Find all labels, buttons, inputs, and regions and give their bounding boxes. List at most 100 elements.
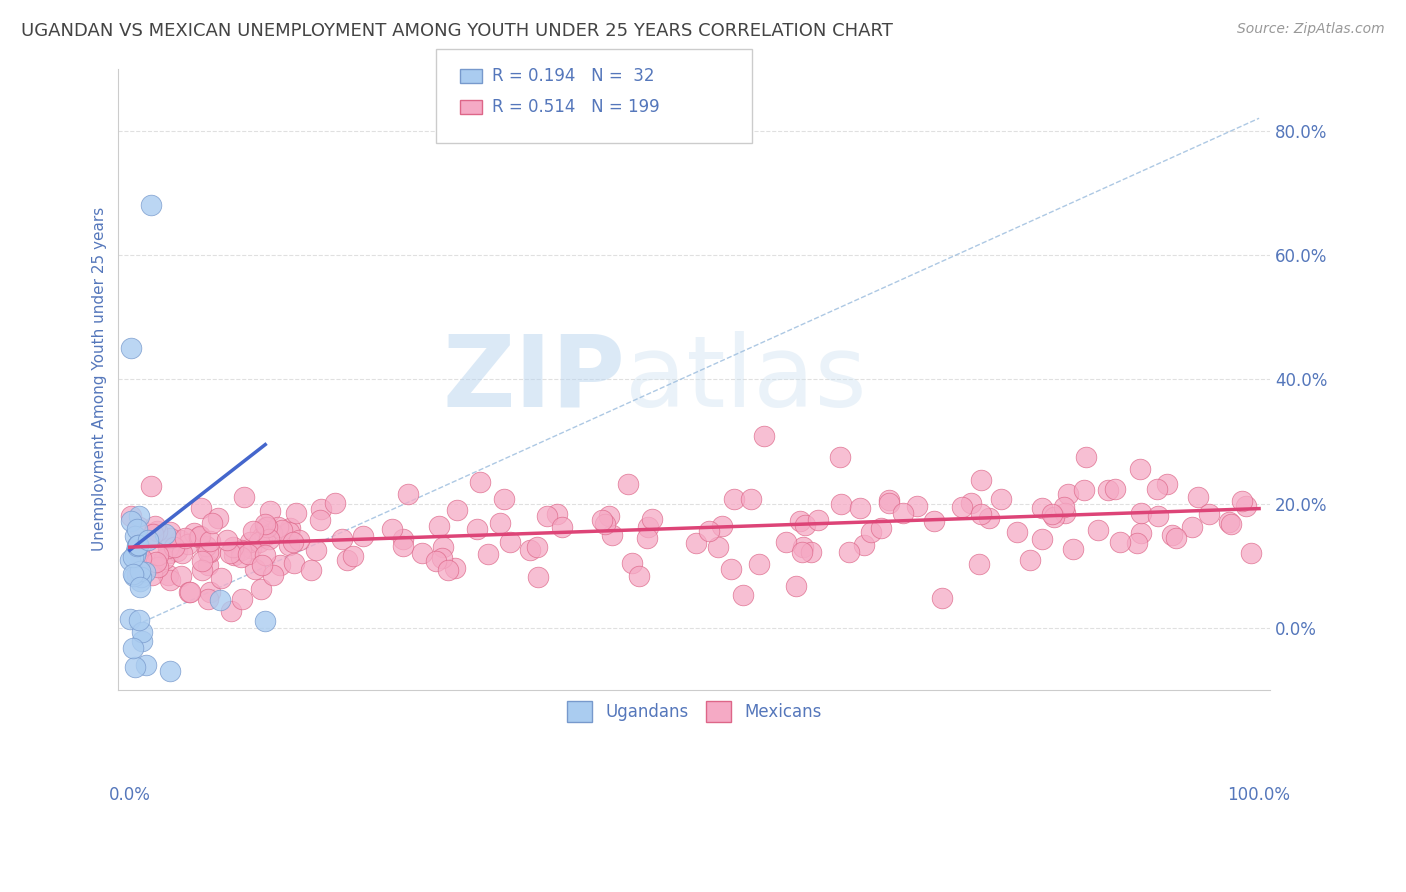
Point	[723, 492, 745, 507]
Point	[120, 341, 142, 355]
Point	[685, 536, 707, 550]
Point	[800, 545, 823, 559]
Point	[1073, 483, 1095, 497]
Point	[157, 546, 180, 560]
Point	[262, 525, 284, 540]
Point	[155, 527, 177, 541]
Point	[129, 564, 152, 578]
Point	[931, 591, 953, 606]
Point	[1147, 509, 1170, 524]
Point	[807, 513, 830, 527]
Point	[1053, 500, 1076, 514]
Point	[197, 558, 219, 572]
Text: 100.0%: 100.0%	[1227, 787, 1291, 805]
Point	[120, 509, 142, 524]
Point	[124, 660, 146, 674]
Point	[207, 511, 229, 525]
Point	[159, 665, 181, 679]
Point	[124, 528, 146, 542]
Point	[1056, 486, 1078, 500]
Point	[1234, 500, 1257, 514]
Point	[323, 496, 346, 510]
Point	[131, 633, 153, 648]
Point	[253, 529, 276, 543]
Point	[877, 496, 900, 510]
Point	[222, 548, 245, 562]
Point	[159, 573, 181, 587]
Point	[775, 535, 797, 549]
Point	[254, 519, 277, 533]
Point	[131, 552, 153, 566]
Point	[381, 522, 404, 536]
Point	[396, 487, 419, 501]
Point	[429, 519, 451, 533]
Point	[200, 533, 222, 548]
Point	[789, 514, 811, 528]
Point	[209, 593, 232, 607]
Point	[231, 542, 253, 557]
Point	[711, 519, 734, 533]
Point	[166, 544, 188, 558]
Point	[231, 550, 253, 565]
Text: ZIP: ZIP	[443, 331, 626, 428]
Point	[598, 509, 620, 524]
Point	[124, 548, 146, 562]
Point	[869, 521, 891, 535]
Point	[391, 532, 413, 546]
Point	[838, 545, 860, 559]
Point	[236, 547, 259, 561]
Point	[950, 500, 973, 514]
Point	[124, 544, 146, 558]
Point	[125, 568, 148, 582]
Point	[267, 520, 290, 534]
Point	[1031, 501, 1053, 516]
Point	[139, 198, 162, 212]
Point	[233, 490, 256, 504]
Point	[905, 499, 928, 513]
Point	[1005, 524, 1028, 539]
Point	[1076, 450, 1098, 464]
Point	[489, 516, 512, 531]
Point	[252, 558, 274, 573]
Point	[305, 543, 328, 558]
Point	[283, 535, 305, 549]
Point	[177, 537, 200, 551]
Legend: Ugandans, Mexicans: Ugandans, Mexicans	[561, 695, 828, 729]
Point	[219, 546, 242, 560]
Point	[1166, 531, 1188, 545]
Point	[179, 585, 201, 599]
Point	[436, 563, 458, 577]
Point	[269, 558, 291, 572]
Point	[138, 533, 160, 547]
Point	[526, 540, 548, 554]
Point	[1240, 546, 1263, 560]
Point	[470, 475, 492, 489]
Point	[250, 530, 273, 544]
Point	[499, 534, 522, 549]
Point	[1128, 462, 1150, 476]
Point	[852, 538, 875, 552]
Point	[785, 579, 807, 593]
Point	[1104, 483, 1126, 497]
Point	[628, 569, 651, 583]
Point	[752, 429, 775, 443]
Point	[259, 504, 281, 518]
Point	[527, 570, 550, 584]
Point	[278, 538, 301, 552]
Point	[720, 562, 742, 576]
Point	[183, 525, 205, 540]
Point	[142, 526, 165, 541]
Point	[188, 530, 211, 544]
Point	[198, 585, 221, 599]
Point	[1181, 520, 1204, 534]
Point	[595, 516, 617, 531]
Point	[256, 520, 278, 534]
Point	[250, 582, 273, 596]
Point	[432, 540, 454, 554]
Point	[146, 559, 169, 574]
Point	[637, 520, 659, 534]
Point	[922, 514, 945, 528]
Point	[970, 474, 993, 488]
Point	[1129, 506, 1152, 520]
Point	[990, 492, 1012, 507]
